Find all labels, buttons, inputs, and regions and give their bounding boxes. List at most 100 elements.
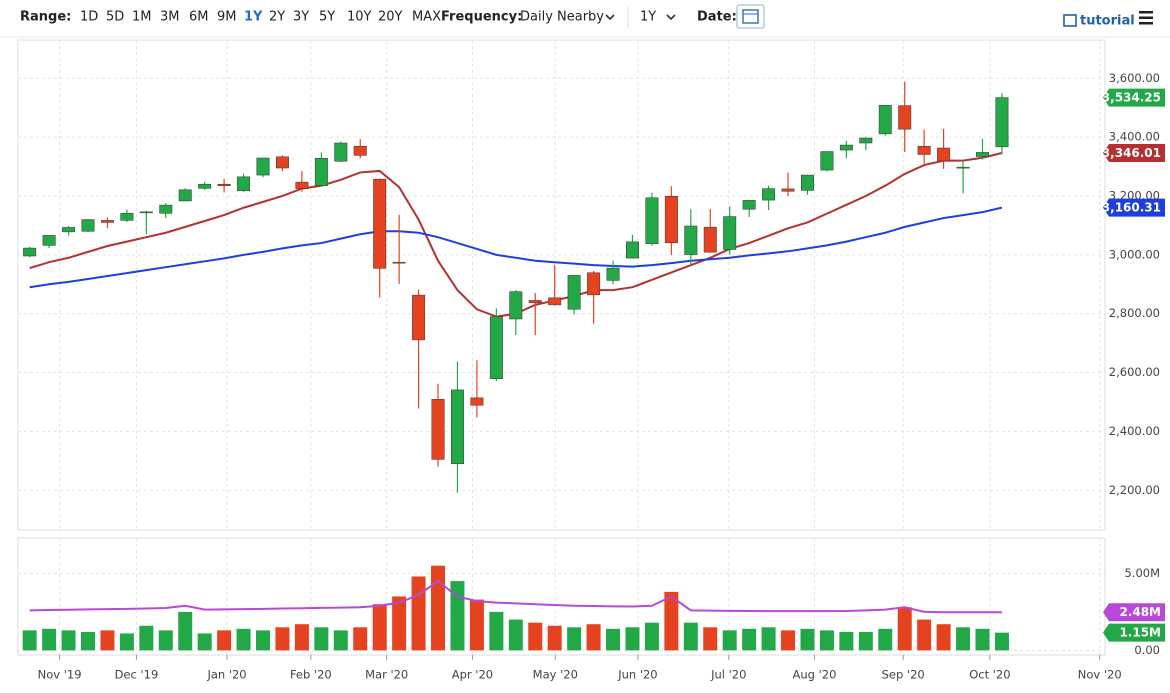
candle-body: [198, 183, 212, 189]
candle-body: [606, 267, 620, 281]
volume-bar: [742, 628, 757, 651]
range-button[interactable]: 1Y: [244, 10, 263, 25]
tutorial-icon[interactable]: [1063, 14, 1077, 27]
y-tick-label: 2,600.00: [1109, 365, 1160, 379]
line-series: [29, 206, 1003, 289]
volume-bar: [42, 628, 57, 651]
volume-bar: [431, 565, 446, 651]
candle-body: [781, 188, 795, 192]
candle-body: [528, 300, 542, 304]
candle-body: [567, 275, 581, 310]
menu-bar[interactable]: [1139, 22, 1153, 25]
calendar-icon[interactable]: [742, 9, 759, 24]
volume-bar: [81, 631, 96, 651]
candle-body: [373, 178, 387, 269]
range-button[interactable]: 20Y: [378, 10, 403, 25]
last-value-label: 3,160.31: [1102, 201, 1161, 215]
line-series: [29, 579, 1002, 614]
volume-bar: [236, 628, 251, 651]
calendar-box[interactable]: [736, 4, 765, 29]
range-button[interactable]: 3M: [160, 10, 180, 25]
price-panel: [17, 39, 1106, 531]
menu-icon[interactable]: [1139, 11, 1153, 25]
candle-body: [626, 241, 639, 259]
x-tick-label: May '20: [533, 668, 578, 682]
candle-body: [334, 142, 348, 162]
candle-body: [742, 200, 756, 210]
candle-body: [723, 216, 737, 250]
volume-bar: [22, 630, 37, 651]
menu-bar[interactable]: [1139, 11, 1153, 14]
range-button[interactable]: 5Y: [319, 10, 335, 25]
calendar-button[interactable]: [736, 4, 765, 29]
frequency-select[interactable]: Daily Nearby: [520, 10, 604, 25]
y-tick-label: 3,000.00: [1109, 247, 1160, 261]
last-value-tag: [1103, 603, 1165, 622]
candle-body: [159, 204, 173, 214]
candle-body: [859, 137, 873, 144]
menu-bar[interactable]: [1139, 16, 1153, 20]
candle-body: [314, 158, 328, 186]
candle-body: [392, 261, 406, 264]
candle-body: [178, 189, 192, 202]
candle-body: [937, 147, 951, 162]
candle-body: [353, 145, 367, 156]
tutorial-link[interactable]: tutorial: [1080, 14, 1135, 29]
period-select[interactable]: 1Y: [640, 10, 656, 25]
volume-bar: [353, 627, 368, 651]
candle-body: [470, 397, 484, 406]
volume-bar: [256, 630, 271, 651]
candle-body: [62, 227, 76, 233]
candle-body: [878, 105, 892, 135]
range-button[interactable]: 9M: [217, 10, 237, 25]
candle-body: [762, 188, 776, 201]
volume-bar: [547, 625, 562, 651]
candle-body: [645, 197, 659, 244]
volume-bar: [567, 627, 582, 651]
last-value-label: 2.48M: [1119, 605, 1161, 619]
last-volume-label: 1.15M: [1119, 626, 1161, 640]
candle-body: [820, 151, 834, 171]
x-tick-label: Mar '20: [365, 668, 408, 682]
y-tick-label: 2,800.00: [1109, 306, 1160, 320]
volume-bar: [275, 627, 290, 651]
x-tick-label: Jul '20: [710, 668, 746, 682]
volume-bar: [975, 628, 990, 651]
volume-bar: [683, 622, 698, 651]
volume-bar: [936, 624, 951, 651]
volume-bar: [100, 630, 115, 651]
volume-bar: [139, 625, 154, 651]
range-button[interactable]: 5D: [106, 10, 124, 25]
volume-bar: [800, 628, 815, 651]
volume-bar: [528, 622, 543, 651]
x-tick-label: Oct '20: [969, 668, 1010, 682]
range-button[interactable]: 3Y: [293, 10, 309, 25]
candle-body: [664, 196, 678, 244]
range-button[interactable]: 10Y: [347, 10, 372, 25]
volume-bar: [197, 633, 212, 651]
volume-bar: [839, 631, 854, 651]
volume-bar: [217, 630, 232, 651]
chevron[interactable]: [666, 14, 676, 21]
volume-bar: [392, 596, 407, 651]
volume-bar: [761, 627, 776, 651]
chevron[interactable]: [605, 14, 615, 21]
volume-bar: [664, 591, 679, 651]
frequency-label: Frequency:: [441, 10, 522, 25]
y-tick-label: 5.00M: [1124, 566, 1160, 580]
candle-body: [976, 152, 989, 157]
x-tick-label: Jun '20: [617, 668, 657, 682]
range-button[interactable]: MAX: [412, 10, 441, 25]
volume-bar: [119, 633, 134, 651]
volume-bar: [917, 619, 932, 651]
range-button[interactable]: 1D: [80, 10, 98, 25]
range-button[interactable]: 6M: [189, 10, 209, 25]
volume-bar: [644, 622, 659, 651]
candle-body: [412, 294, 426, 341]
candle-body: [995, 97, 1009, 148]
candle-body: [509, 291, 523, 320]
range-button[interactable]: 1M: [132, 10, 152, 25]
range-button[interactable]: 2Y: [269, 10, 285, 25]
candle-body: [81, 219, 95, 232]
